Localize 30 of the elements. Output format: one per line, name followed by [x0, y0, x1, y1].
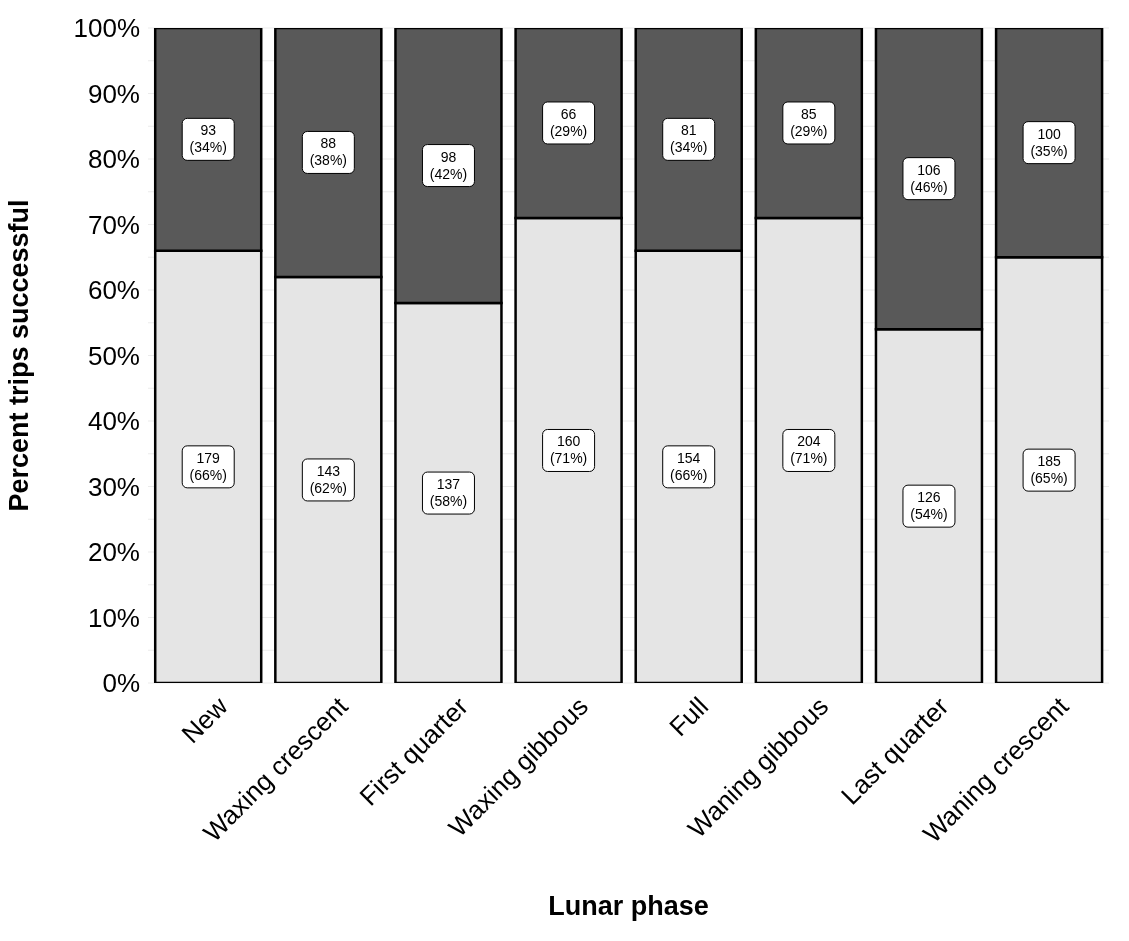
y-tick-label: 20% — [87, 537, 140, 568]
data-label: 81 (34%) — [670, 122, 708, 156]
y-tick-label: 10% — [87, 602, 140, 633]
data-label: 66 (29%) — [549, 105, 588, 139]
data-label: 126 (54%) — [910, 489, 948, 523]
y-tick-label: 90% — [87, 78, 140, 109]
data-label: 98 (42%) — [429, 148, 468, 182]
x-tick-label: Full — [663, 691, 715, 742]
data-label: 143 (62%) — [309, 462, 348, 496]
data-label: 85 (29%) — [790, 105, 828, 139]
data-label: 160 (71%) — [549, 433, 588, 467]
y-tick-label: 40% — [87, 406, 140, 437]
y-tick-label: 60% — [87, 275, 140, 306]
y-tick-label: 100% — [73, 13, 140, 44]
data-label: 154 (66%) — [670, 449, 708, 483]
data-label: 93 (34%) — [189, 122, 227, 156]
y-tick-label: 0% — [102, 668, 140, 699]
data-label: 185 (65%) — [1030, 453, 1068, 487]
data-label: 88 (38%) — [309, 135, 348, 169]
y-tick-label: 70% — [87, 209, 140, 240]
y-tick-label: 30% — [87, 471, 140, 502]
y-tick-label: 50% — [87, 340, 140, 371]
x-axis-title: Lunar phase — [548, 891, 709, 921]
y-tick-label: 80% — [87, 144, 140, 175]
data-label: 179 (66%) — [189, 449, 227, 483]
data-label: 106 (46%) — [910, 161, 948, 195]
y-axis-title: Percent trips successful — [3, 199, 34, 512]
data-label: 100 (35%) — [1030, 125, 1068, 159]
data-label: 204 (71%) — [790, 433, 828, 467]
data-label: 137 (58%) — [429, 476, 468, 510]
